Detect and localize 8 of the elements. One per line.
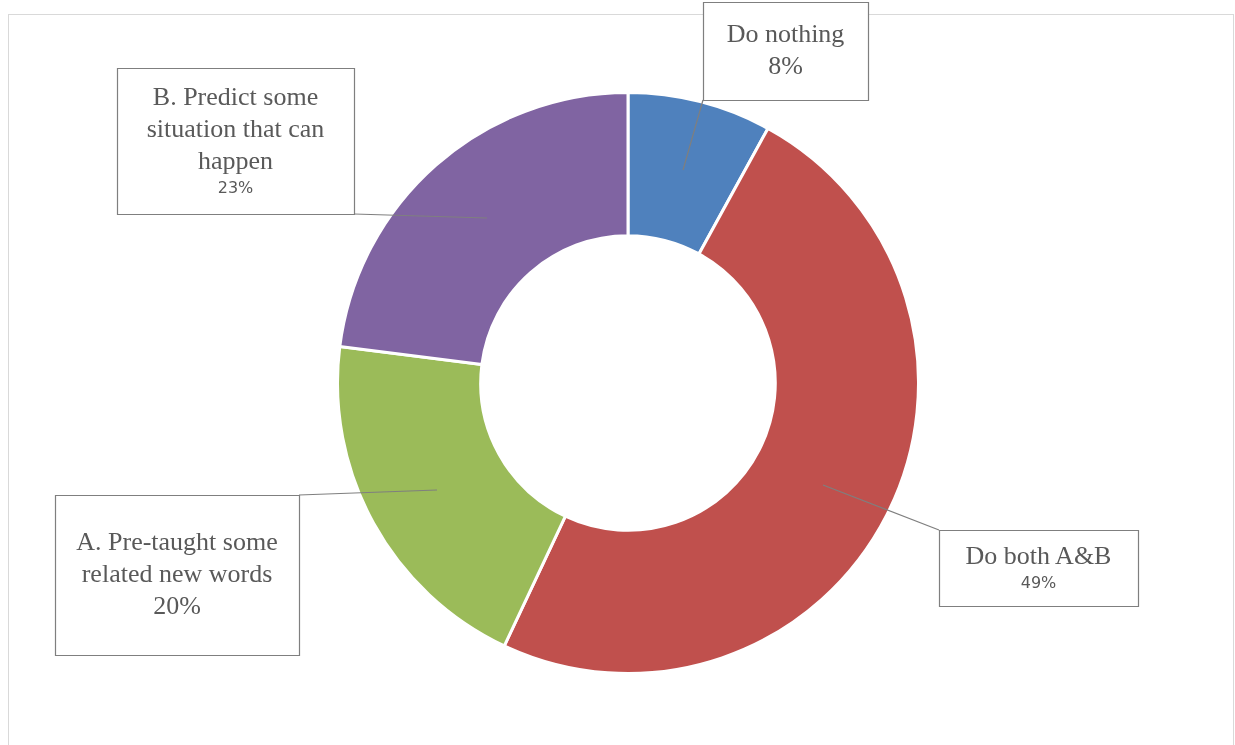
slice-label: Do nothing	[726, 18, 845, 48]
slice-label: B. Predict some situation that can happen	[146, 81, 325, 175]
data-label: 49%	[1020, 573, 1057, 593]
data-label: 8%	[768, 50, 803, 80]
data-label: 23%	[217, 178, 254, 198]
slice-label: A. Pre-taught some related new words	[76, 526, 278, 588]
data-label: 20%	[153, 590, 201, 620]
slice-label: Do both A&B	[965, 540, 1112, 570]
